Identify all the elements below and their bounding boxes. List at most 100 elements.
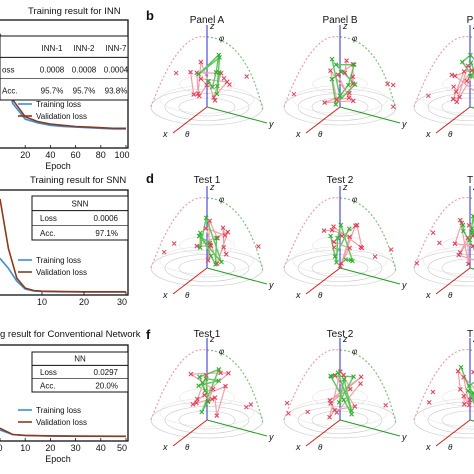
marker-red <box>210 386 216 392</box>
x-tick-label: 20 <box>20 150 30 160</box>
x-tick-label: 30 <box>71 443 81 453</box>
x-tick-label: 40 <box>96 443 106 453</box>
x-axis <box>305 267 341 295</box>
hemisphere-plot: Panel Azφ x y θ <box>150 15 274 139</box>
marker-red <box>354 222 360 228</box>
meridian-red <box>150 348 208 421</box>
theta-label: θ <box>318 291 323 300</box>
marker-red <box>204 82 210 88</box>
hemisphere-plot: Test 2zφ x y θ <box>283 175 407 300</box>
meridian-red <box>283 348 341 421</box>
z-label: z <box>472 182 474 192</box>
marker-red <box>171 241 177 246</box>
legend-label: Training loss <box>36 406 81 415</box>
grid-ring <box>413 249 474 287</box>
marker-red <box>451 84 457 90</box>
marker-red <box>466 261 471 267</box>
meridian-green <box>339 36 397 112</box>
marker-green <box>352 82 358 87</box>
marker-green <box>337 93 343 99</box>
marker-red <box>344 58 349 63</box>
grid-ring <box>427 406 474 434</box>
marker-red <box>194 396 200 402</box>
training-panel-2: Training result for SNN SNN Loss 0.0006 Acc.… <box>0 175 129 307</box>
marker-green <box>338 69 344 75</box>
marker-red <box>329 227 335 233</box>
marker-red <box>161 249 167 255</box>
marker-green <box>208 253 214 259</box>
table-cell: 0.0008 <box>72 65 97 74</box>
marker-red <box>334 97 340 103</box>
marker-red <box>226 370 231 376</box>
meridian-red <box>150 35 208 108</box>
marker-green <box>197 245 203 250</box>
marker-green <box>210 84 215 90</box>
z-label: z <box>342 21 348 31</box>
marker-red <box>358 374 364 380</box>
marker-green <box>197 230 203 236</box>
plot-title: Test 1 <box>194 175 221 186</box>
marker-green <box>214 235 219 241</box>
marker-green <box>196 233 202 239</box>
table-header: INN-1 <box>42 44 63 53</box>
marker-red <box>461 69 467 74</box>
y-axis <box>339 267 401 285</box>
marker-green <box>200 380 206 386</box>
marker-red <box>328 68 333 74</box>
meridian-green <box>206 197 264 273</box>
marker-red <box>334 410 340 415</box>
marker-red <box>466 402 472 408</box>
x-axis <box>305 419 341 447</box>
z-label: z <box>209 182 215 192</box>
legend-label: Validation loss <box>36 112 87 121</box>
marker-red <box>457 250 463 255</box>
marker-red <box>453 89 459 95</box>
marker-red <box>203 225 209 231</box>
hemisphere-plot: Tzφxyθ <box>413 175 474 300</box>
phi-label: φ <box>352 195 357 204</box>
y-axis <box>206 106 268 124</box>
marker-red <box>207 242 213 248</box>
marker-red <box>244 404 249 410</box>
x-axis <box>172 419 208 447</box>
marker-red <box>190 402 196 407</box>
marker-red <box>385 81 390 87</box>
series-line-validation <box>0 33 126 130</box>
table-header: SNN <box>72 200 89 209</box>
x-label: x <box>295 290 301 300</box>
phi-label: φ <box>219 195 224 204</box>
theta-label: θ <box>318 443 323 452</box>
marker-green <box>203 376 209 382</box>
x-tick-label: 0 <box>0 443 3 453</box>
x-axis <box>435 419 471 447</box>
marker-red <box>194 243 200 249</box>
table-cell: Loss <box>40 214 57 223</box>
marker-green <box>219 259 224 265</box>
marker-red <box>350 98 356 104</box>
marker-green <box>216 367 222 372</box>
marker-green <box>346 226 352 232</box>
marker-red <box>327 414 332 420</box>
marker-red <box>188 69 193 75</box>
marker-green <box>217 55 222 60</box>
legend-label: Training loss <box>36 100 81 109</box>
x-label: x <box>162 290 168 300</box>
plot-title: Panel B <box>322 15 357 26</box>
marker-green <box>329 56 335 62</box>
table-cell: Acc. <box>40 381 56 390</box>
y-label: y <box>268 432 274 442</box>
z-label: z <box>472 21 474 31</box>
plot-title: T <box>467 175 473 186</box>
x-tick-label: 10 <box>37 297 47 307</box>
marker-green <box>467 73 473 79</box>
marker-red <box>388 247 394 252</box>
panel-letter: d <box>146 171 154 186</box>
marker-red <box>212 395 218 400</box>
marker-red <box>347 234 353 240</box>
x-axis <box>172 106 208 134</box>
marker-green <box>336 400 342 405</box>
marker-red <box>341 372 346 378</box>
marker-red <box>209 396 215 402</box>
hemisphere-plot: Panel Bzφ x y θ <box>283 15 407 139</box>
marker-green <box>458 364 464 370</box>
